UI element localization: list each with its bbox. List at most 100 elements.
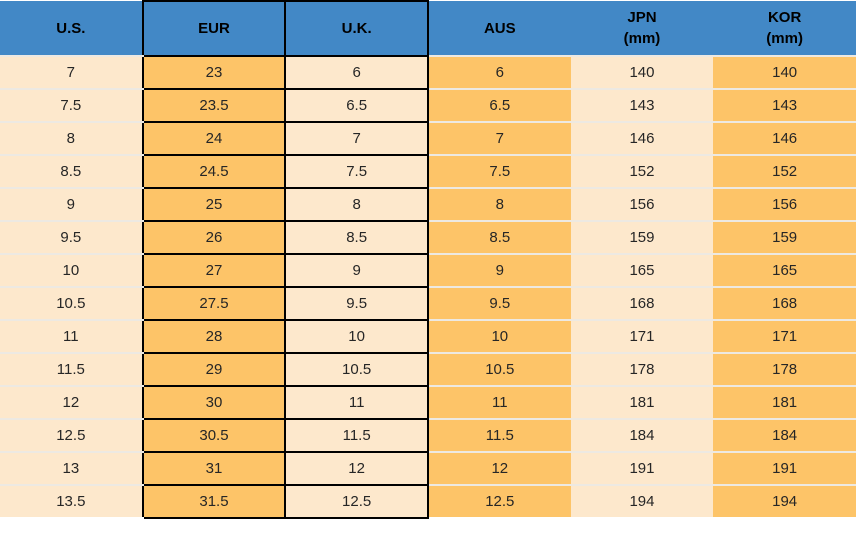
table-row: 11 28 10 10 171 171: [0, 319, 856, 354]
cell-uk: 9.5: [284, 286, 429, 321]
cell-aus: 10: [427, 320, 571, 354]
cell-uk: 10.5: [284, 352, 429, 387]
cell-jpn: 159: [570, 221, 714, 255]
cell-eur: 26: [141, 220, 287, 255]
cell-kor: 178: [713, 353, 856, 387]
cell-kor: 194: [713, 485, 856, 519]
shoe-size-conversion-table: U.S. EUR U.K. AUS JPN (mm) KOR (mm) 7 23 6 6 140 140…: [0, 0, 856, 519]
cell-kor: 184: [713, 419, 856, 453]
cell-us: 7.5: [0, 89, 143, 123]
cell-us: 13: [0, 452, 143, 486]
header-row: U.S. EUR U.K. AUS JPN (mm) KOR (mm): [0, 0, 856, 57]
column-header-us: U.S.: [0, 1, 143, 57]
cell-kor: 171: [713, 320, 856, 354]
cell-jpn: 152: [570, 155, 714, 189]
cell-jpn: 146: [570, 122, 714, 156]
cell-uk: 6.5: [284, 88, 429, 123]
column-header-label: KOR: [767, 9, 802, 26]
table-row: 10.5 27.5 9.5 9.5 168 168: [0, 286, 856, 321]
cell-us: 10.5: [0, 287, 143, 321]
column-header-aus: AUS: [427, 1, 571, 57]
table-header: U.S. EUR U.K. AUS JPN (mm) KOR (mm): [0, 0, 856, 57]
table-row: 9 25 8 8 156 156: [0, 187, 856, 222]
cell-eur: 31: [141, 451, 287, 486]
column-header-jpn: JPN (mm): [570, 1, 714, 57]
cell-eur: 30.5: [141, 418, 287, 453]
cell-jpn: 181: [570, 386, 714, 420]
cell-kor: 143: [713, 89, 856, 123]
table-row: 11.5 29 10.5 10.5 178 178: [0, 352, 856, 387]
cell-eur: 24.5: [141, 154, 287, 189]
cell-eur: 23.5: [141, 88, 287, 123]
cell-aus: 11: [427, 386, 571, 420]
cell-aus: 8.5: [427, 221, 571, 255]
table-row: 10 27 9 9 165 165: [0, 253, 856, 288]
column-header-unit: (mm): [623, 30, 661, 47]
cell-us: 11: [0, 320, 143, 354]
cell-aus: 10.5: [427, 353, 571, 387]
cell-kor: 159: [713, 221, 856, 255]
cell-aus: 9.5: [427, 287, 571, 321]
cell-aus: 12.5: [427, 485, 571, 519]
cell-aus: 6.5: [427, 89, 571, 123]
table-row: 12.5 30.5 11.5 11.5 184 184: [0, 418, 856, 453]
cell-us: 9: [0, 188, 143, 222]
cell-jpn: 143: [570, 89, 714, 123]
column-header-label: JPN: [627, 9, 657, 26]
cell-us: 8: [0, 122, 143, 156]
cell-eur: 27: [141, 253, 287, 288]
cell-kor: 191: [713, 452, 856, 486]
cell-us: 7: [0, 56, 143, 90]
cell-aus: 6: [427, 56, 571, 90]
cell-us: 11.5: [0, 353, 143, 387]
cell-us: 13.5: [0, 485, 143, 519]
cell-eur: 31.5: [141, 484, 287, 519]
cell-jpn: 140: [570, 56, 714, 90]
table-row: 7.5 23.5 6.5 6.5 143 143: [0, 88, 856, 123]
cell-us: 8.5: [0, 155, 143, 189]
table-row: 13 31 12 12 191 191: [0, 451, 856, 486]
cell-jpn: 184: [570, 419, 714, 453]
cell-jpn: 194: [570, 485, 714, 519]
cell-eur: 27.5: [141, 286, 287, 321]
cell-uk: 10: [284, 319, 429, 354]
cell-aus: 9: [427, 254, 571, 288]
cell-kor: 156: [713, 188, 856, 222]
cell-eur: 24: [141, 121, 287, 156]
table-row: 12 30 11 11 181 181: [0, 385, 856, 420]
table-row: 7 23 6 6 140 140: [0, 55, 856, 90]
cell-uk: 11.5: [284, 418, 429, 453]
cell-jpn: 168: [570, 287, 714, 321]
column-header-label: AUS: [483, 19, 516, 37]
table-row: 9.5 26 8.5 8.5 159 159: [0, 220, 856, 255]
cell-us: 10: [0, 254, 143, 288]
cell-eur: 28: [141, 319, 287, 354]
column-header-eur: EUR: [141, 0, 287, 57]
column-header-label: U.K.: [341, 20, 372, 37]
cell-uk: 8.5: [284, 220, 429, 255]
cell-uk: 7: [284, 121, 429, 156]
cell-kor: 140: [713, 56, 856, 90]
cell-jpn: 178: [570, 353, 714, 387]
cell-jpn: 171: [570, 320, 714, 354]
cell-uk: 12.5: [284, 484, 429, 519]
cell-uk: 6: [284, 55, 429, 90]
cell-uk: 7.5: [284, 154, 429, 189]
cell-eur: 23: [141, 55, 287, 90]
cell-uk: 9: [284, 253, 429, 288]
table-row: 13.5 31.5 12.5 12.5 194 194: [0, 484, 856, 519]
column-header-label: EUR: [198, 20, 230, 37]
cell-aus: 7: [427, 122, 571, 156]
cell-kor: 168: [713, 287, 856, 321]
cell-jpn: 156: [570, 188, 714, 222]
cell-us: 12: [0, 386, 143, 420]
column-header-unit: (mm): [766, 30, 803, 47]
cell-kor: 152: [713, 155, 856, 189]
column-header-uk: U.K.: [284, 0, 429, 57]
cell-aus: 11.5: [427, 419, 571, 453]
cell-aus: 7.5: [427, 155, 571, 189]
cell-eur: 30: [141, 385, 287, 420]
table-body: 7 23 6 6 140 140 7.5 23.5 6.5 6.5 143 143 8 24 7 7 146 14…: [0, 55, 856, 519]
table-row: 8 24 7 7 146 146: [0, 121, 856, 156]
cell-uk: 11: [284, 385, 429, 420]
